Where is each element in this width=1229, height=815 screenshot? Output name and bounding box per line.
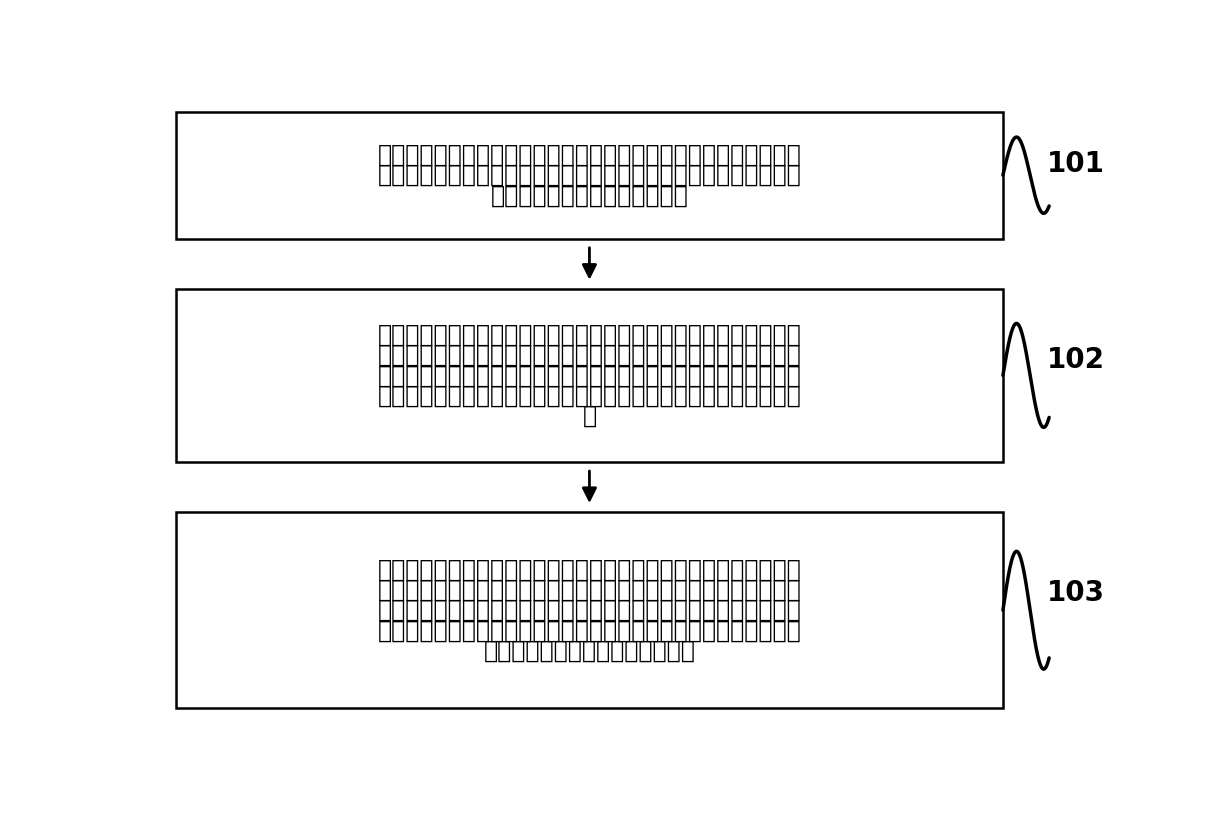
FancyBboxPatch shape — [176, 512, 1003, 708]
Text: 第二类型的节点，所述第一集合中的每个节点与所述第一类型的第一: 第二类型的节点，所述第一集合中的每个节点与所述第一类型的第一 — [377, 363, 801, 387]
Text: 获取二部图，所述二部图包括至少一个属于第一类型的节点和至少一: 获取二部图，所述二部图包括至少一个属于第一类型的节点和至少一 — [377, 143, 801, 167]
Text: 点分别与所述第二集合中每个节点之间连线的第二权重值、以及所述: 点分别与所述第二集合中每个节点之间连线的第二权重值、以及所述 — [377, 598, 801, 622]
Text: 一个属于所述第二类型的节点，所述第二集合包括至少一个属于所述: 一个属于所述第二类型的节点，所述第二集合包括至少一个属于所述 — [377, 343, 801, 367]
Text: 节点连接，所述第二集合中的每个节点与所述第一类型的第二节点连: 节点连接，所述第二集合中的每个节点与所述第一类型的第二节点连 — [377, 384, 801, 408]
FancyBboxPatch shape — [176, 112, 1003, 239]
Text: 根据所述二部图，确定第一集合和第二集合，所述第一集合包括至少: 根据所述二部图，确定第一集合和第二集合，所述第一集合包括至少 — [377, 323, 801, 347]
FancyBboxPatch shape — [176, 289, 1003, 462]
Text: 分别与所述第一集合中每个节点之间连线的第一权重值、所述第二节: 分别与所述第一集合中每个节点之间连线的第一权重值、所述第二节 — [377, 578, 801, 602]
Text: 102: 102 — [1047, 346, 1105, 374]
Text: 述第二类型的至少一个节点连接: 述第二类型的至少一个节点连接 — [490, 183, 688, 208]
Text: 第一节点和所述第二节点的相似度: 第一节点和所述第二节点的相似度 — [483, 639, 696, 663]
Text: 个属于第二类型的节点，属于所述第一类型的至少一个节点与属于所: 个属于第二类型的节点，属于所述第一类型的至少一个节点与属于所 — [377, 163, 801, 187]
Text: 第一集合中每个节点与所述第二集合中每个节点的相似度，确定所述: 第一集合中每个节点与所述第二集合中每个节点的相似度，确定所述 — [377, 619, 801, 642]
Text: 103: 103 — [1047, 579, 1105, 606]
Text: 根据所述第一集合和所述第二集合中相同节点的个数、所述第一节点: 根据所述第一集合和所述第二集合中相同节点的个数、所述第一节点 — [377, 557, 801, 582]
Text: 101: 101 — [1047, 150, 1105, 178]
Text: 接: 接 — [583, 404, 596, 428]
